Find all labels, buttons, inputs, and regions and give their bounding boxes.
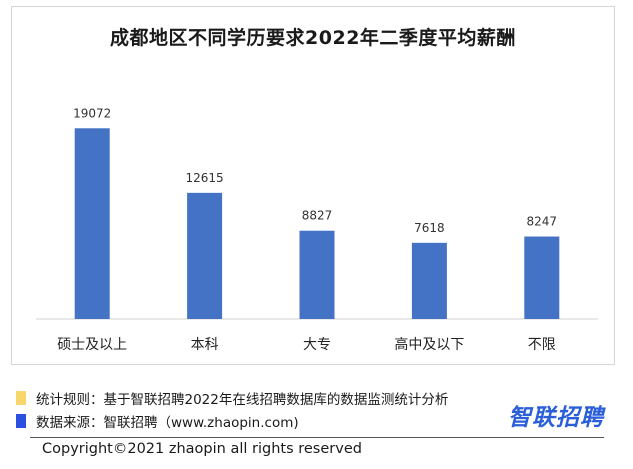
data-label-4: 7618 xyxy=(414,221,445,235)
footer-rule-row: 统计规则：基于智联招聘2022年在线招聘数据库的数据监测统计分析 xyxy=(16,388,448,408)
rule-swatch xyxy=(16,391,26,405)
data-label-2: 12615 xyxy=(186,171,224,185)
x-tick-label-4: 高中及以下 xyxy=(394,336,464,353)
zhaopin-logo: 智联招聘 xyxy=(508,405,604,431)
data-label-1: 19072 xyxy=(73,106,111,120)
bar-2 xyxy=(187,192,223,319)
footer-source-row: 数据来源：智联招聘（www.zhaopin.com) xyxy=(16,411,299,431)
x-tick-label-5: 不限 xyxy=(528,337,556,353)
rule-text: 统计规则：基于智联招聘2022年在线招聘数据库的数据监测统计分析 xyxy=(36,392,449,408)
bar-chart: 19072 硕士及以上 12615 本科 8827 大专 7618 高中及以下 8247 不限 xyxy=(36,106,598,353)
copyright-text: Copyright©2021 zhaopin all rights reserv… xyxy=(42,441,362,457)
x-tick-label-3: 大专 xyxy=(303,337,331,353)
footer-divider xyxy=(30,437,604,438)
chart-title: 成都地区不同学历要求2022年二季度平均薪酬 xyxy=(110,27,516,49)
bar-3 xyxy=(299,230,335,319)
source-text: 数据来源：智联招聘（www.zhaopin.com) xyxy=(36,415,299,431)
bar-5 xyxy=(524,236,560,319)
data-label-3: 8827 xyxy=(302,209,333,223)
x-tick-label-2: 本科 xyxy=(191,337,219,353)
data-label-5: 8247 xyxy=(527,215,558,229)
bar-1 xyxy=(74,128,110,319)
source-swatch xyxy=(16,414,26,428)
x-tick-label-1: 硕士及以上 xyxy=(57,337,127,353)
chart-frame: 成都地区不同学历要求2022年二季度平均薪酬 19072 硕士及以上 12615 本科… xyxy=(11,6,615,365)
bar-4 xyxy=(411,242,447,319)
